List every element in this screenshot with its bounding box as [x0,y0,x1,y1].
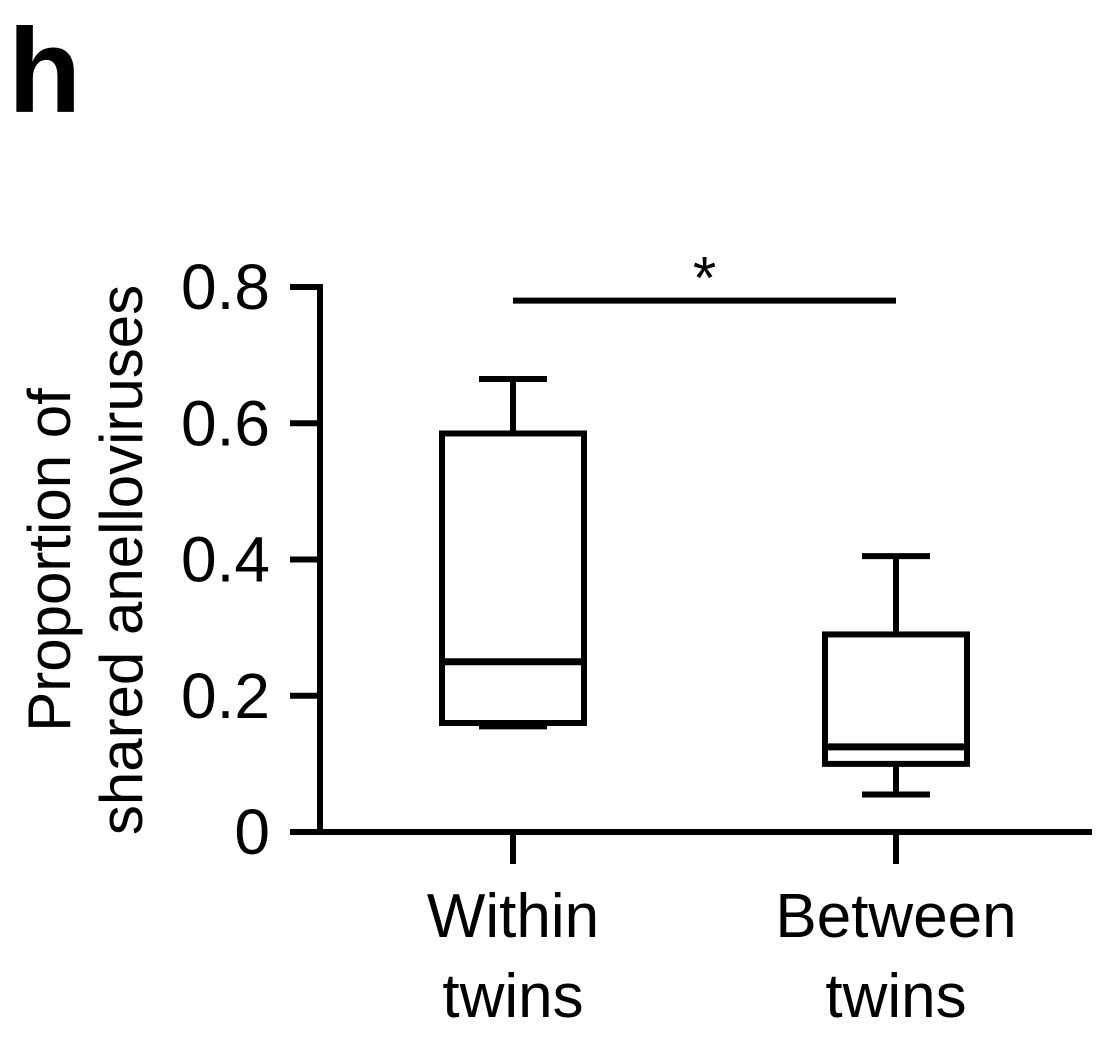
significance-star: * [693,245,716,312]
y-axis-title: Proportion of shared anelloviruses [16,285,155,835]
plot-area: 0 0.2 0.4 0.6 0.8 Within twins Between twins * [181,245,1092,1031]
x-category-label: Between [775,882,1016,951]
y-tick-label: 0.6 [181,387,270,459]
panel-letter: h [8,4,81,138]
x-category-label: twins [825,962,966,1031]
y-tick-label: 0.2 [181,660,270,732]
y-tick-label: 0.8 [181,251,270,323]
y-tick-label: 0.4 [181,524,270,596]
box [822,631,970,767]
y-axis-title-line-2: shared anelloviruses [88,285,155,835]
y-tick-label: 0 [234,796,270,868]
x-category-label: twins [442,962,583,1031]
box [439,430,587,726]
y-axis-title-line-1: Proportion of [16,388,83,732]
x-category-label: Within [427,882,599,951]
